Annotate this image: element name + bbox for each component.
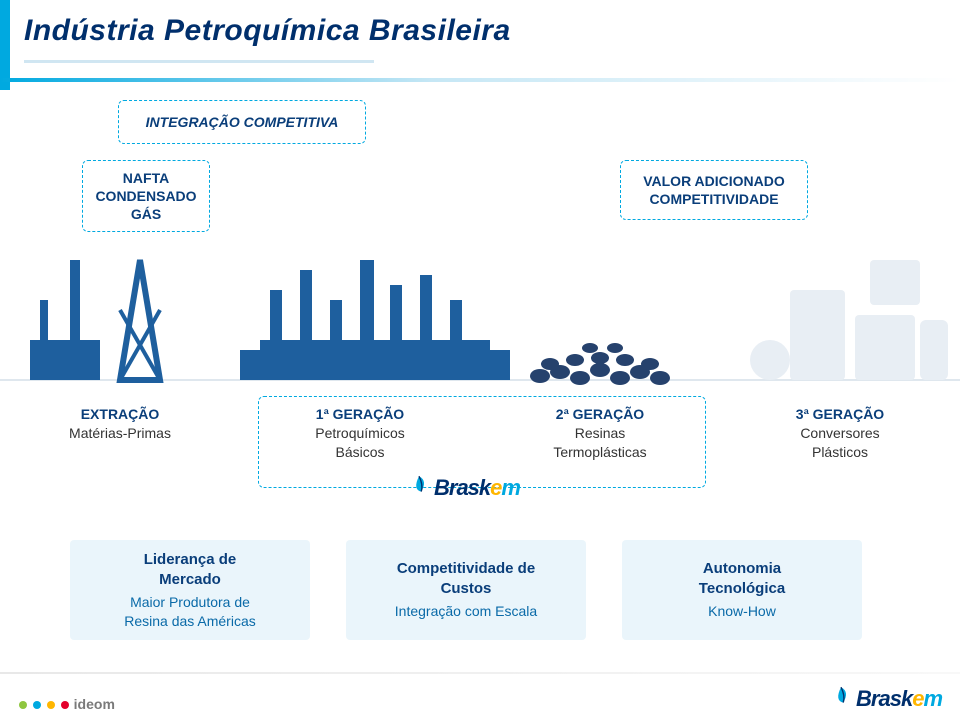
braskem-word-part1: Brask [434,475,490,500]
ideom-dot-2 [33,701,41,709]
gen-extraction-head: EXTRAÇÃO [15,405,225,424]
box1-h1: Liderança de [144,551,237,568]
gen-1: 1ª GERAÇÃO Petroquímicos Básicos [255,405,465,462]
braskem-leaf-icon [408,474,430,501]
gen-3-head: 3ª GERAÇÃO [735,405,945,424]
ideom-text: ideom [74,696,115,712]
box1-s1: Maior Produtora de [130,594,250,610]
nafta-line-3: GÁS [91,205,201,223]
gen-3-sub2: Plásticos [735,443,945,462]
braskem-logo-footer: Braskem [830,685,942,712]
gen-2: 2ª GERAÇÃO Resinas Termoplásticas [495,405,705,462]
box-tech-autonomy: Autonomia Tecnológica Know-How [622,540,862,640]
gen-2-sub1: Resinas [495,424,705,443]
gen-3-sub1: Conversores [735,424,945,443]
gradient-bar [0,78,960,82]
feedstock-box: NAFTA CONDENSADO GÁS [82,160,210,232]
braskem-word-part2: e [490,475,501,500]
accent-bar [0,0,10,90]
box3-h1: Autonomia [703,560,781,577]
braskem-footer-part2: e [912,686,923,711]
nafta-line-2: CONDENSADO [91,187,201,205]
braskem-leaf-icon-footer [830,685,852,712]
valor-line-1: VALOR ADICIONADO [629,172,799,190]
gen-extraction: EXTRAÇÃO Matérias-Primas [15,405,225,462]
ideom-dot-4 [61,701,69,709]
box-cost-competitiveness: Competitividade de Custos Integração com … [346,540,586,640]
industrial-silhouette [0,230,960,400]
valor-line-2: COMPETITIVIDADE [629,190,799,208]
box2-h2: Custos [441,580,492,597]
value-added-box: VALOR ADICIONADO COMPETITIVIDADE [620,160,808,220]
ideom-logo: ideom [18,696,115,712]
gen-1-sub2: Básicos [255,443,465,462]
gen-2-sub2: Termoplásticas [495,443,705,462]
box1-h2: Mercado [159,571,221,588]
ideom-dots-icon [18,696,70,712]
gen-extraction-sub: Matérias-Primas [15,424,225,443]
ideom-dot-1 [19,701,27,709]
box2-h1: Competitividade de [397,560,535,577]
box-market-leadership: Liderança de Mercado Maior Produtora de Re… [70,540,310,640]
advantage-boxes: Liderança de Mercado Maior Produtora de Re… [70,540,862,640]
box1-s2: Resina das Américas [124,613,256,629]
ideom-dot-3 [47,701,55,709]
box3-s: Know-How [708,602,776,620]
footer: ideom Braskem [0,672,960,720]
title-underline [24,60,374,63]
nafta-line-1: NAFTA [91,169,201,187]
competitive-integration-box: INTEGRAÇÃO COMPETITIVA [118,100,366,144]
braskem-word-part3: m [501,475,520,500]
braskem-logo-inline: Braskem [408,474,558,501]
braskem-footer-part3: m [923,686,942,711]
gen-2-head: 2ª GERAÇÃO [495,405,705,424]
gen-1-head: 1ª GERAÇÃO [255,405,465,424]
box3-h2: Tecnológica [699,580,785,597]
gen-1-sub1: Petroquímicos [255,424,465,443]
box2-s: Integração com Escala [395,602,537,620]
braskem-footer-part1: Brask [856,686,912,711]
gen-3: 3ª GERAÇÃO Conversores Plásticos [735,405,945,462]
page-title: Indústria Petroquímica Brasileira [24,14,511,48]
competitive-integration-label: INTEGRAÇÃO COMPETITIVA [127,113,357,131]
generation-row: EXTRAÇÃO Matérias-Primas 1ª GERAÇÃO Petr… [0,405,960,462]
